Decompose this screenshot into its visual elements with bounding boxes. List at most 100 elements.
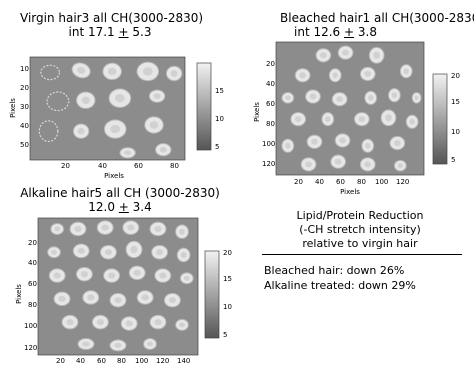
virgin-xtick: 60 (134, 162, 143, 170)
fiber-core (154, 225, 162, 233)
fiber-core (77, 247, 85, 254)
bleached-colorbar-tick: 15 (451, 98, 460, 106)
bleached-xtick: 20 (294, 178, 303, 186)
fiber-core (409, 118, 415, 125)
fiber-core (154, 319, 162, 326)
fiber-core (142, 67, 153, 76)
fiber-cross-section (149, 221, 167, 237)
fiber-core (108, 272, 116, 279)
fiber-cross-section (103, 268, 121, 283)
fiber-core (54, 226, 61, 232)
alkaline-subtitle: 12.0 + 3.4 (10, 200, 230, 214)
fiber-core (179, 228, 185, 235)
fiber-core (156, 249, 164, 256)
fiber-core (149, 121, 159, 129)
fiber-cross-section (125, 240, 143, 259)
fiber-cross-section (136, 290, 154, 305)
alkaline-title-text: Alkaline hair5 all CH (3000-2830) (20, 186, 220, 200)
fiber-cross-section (330, 154, 347, 169)
bleached-xlabel: Pixels (340, 188, 360, 196)
alkaline-heatmap (37, 217, 199, 356)
fiber-core (183, 275, 190, 281)
fiber-cross-section (359, 157, 376, 172)
fiber-cross-section (61, 314, 79, 330)
fiber-core (159, 146, 167, 153)
bleached-xtick: 120 (396, 178, 410, 186)
bleached-title: Bleached hair1 all CH(3000-2830) int 12.… (280, 11, 474, 39)
alkaline-ytick: 80 (28, 301, 37, 309)
fiber-cross-section (128, 265, 146, 281)
fiber-core (325, 116, 331, 123)
fiber-core (311, 138, 318, 145)
fiber-core (147, 341, 153, 347)
fiber-core (358, 116, 366, 123)
fiber-cross-section (122, 220, 140, 235)
fiber-core (66, 319, 74, 326)
fiber-cross-section (155, 143, 172, 157)
fiber-cross-section (151, 244, 169, 260)
fiber-cross-section (53, 291, 71, 307)
fiber-cross-section (149, 314, 167, 330)
fiber-core (58, 295, 66, 302)
virgin-heatmap (29, 56, 186, 161)
bleached-colorbar-tick: 20 (451, 72, 460, 80)
bleached-subtitle: int 12.6 + 3.8 (280, 25, 474, 39)
alkaline-subtitle-prefix: 12.0 (88, 200, 119, 214)
fiber-core (285, 95, 291, 101)
alkaline-xtick: 100 (135, 357, 149, 365)
fiber-core (104, 249, 112, 256)
bleached-ytick: 120 (262, 160, 276, 168)
fiber-core (141, 294, 149, 301)
fiber-cross-section (75, 266, 93, 282)
fiber-cross-section (96, 220, 114, 235)
fiber-core (179, 322, 185, 328)
summary-bleached: Bleached hair: down 26% (264, 264, 405, 277)
fiber-core (320, 52, 327, 59)
fiber-core (127, 224, 135, 231)
fiber-core (110, 124, 121, 134)
virgin-ytick: 50 (20, 141, 29, 149)
alkaline-subtitle-pm: + (118, 200, 129, 214)
colorbar-ramp (432, 73, 448, 165)
fiber-core (364, 70, 372, 77)
alkaline-colorbar-tick: 20 (223, 249, 232, 257)
bleached-colorbar (432, 73, 448, 165)
fiber-core (81, 96, 90, 104)
fiber-core (53, 272, 61, 279)
fiber-cross-section (305, 89, 321, 104)
bleached-heatmap (275, 41, 425, 176)
bleached-colorbar-tick: 5 (451, 156, 456, 164)
fiber-cross-section (361, 138, 375, 153)
fiber-core (403, 68, 409, 75)
fiber-cross-section (359, 66, 376, 82)
map-background (37, 217, 199, 356)
fiber-core (294, 116, 302, 123)
bleached-ytick: 60 (266, 100, 275, 108)
fiber-cross-section (109, 339, 127, 352)
summary-alkaline: Alkaline treated: down 29% (264, 279, 416, 292)
fiber-cross-section (331, 92, 348, 107)
fiber-core (397, 163, 403, 169)
alkaline-xtick: 60 (97, 357, 106, 365)
fiber-cross-section (175, 224, 189, 240)
fiber-cross-section (72, 243, 90, 259)
fiber-cross-section (281, 92, 295, 104)
fiber-cross-section (393, 159, 407, 172)
fiber-core (336, 96, 343, 103)
fiber-cross-section (109, 292, 127, 308)
fiber-cross-section (399, 64, 413, 79)
bleached-xtick: 80 (357, 178, 366, 186)
fiber-core (51, 249, 57, 255)
fiber-cross-section (154, 268, 172, 283)
alkaline-colorbar-tick: 10 (223, 303, 232, 311)
bleached-subtitle-prefix: int 12.6 (294, 25, 344, 39)
fiber-core (74, 225, 82, 233)
fiber-cross-section (120, 316, 138, 331)
virgin-subtitle-pm: + (118, 25, 129, 39)
alkaline-colorbar (204, 250, 220, 339)
fiber-cross-section (380, 109, 397, 127)
fiber-cross-section (163, 292, 181, 308)
fiber-core (385, 114, 392, 122)
fiber-core (125, 320, 133, 327)
summary-line-2: (-CH stretch intensity) (299, 223, 421, 236)
